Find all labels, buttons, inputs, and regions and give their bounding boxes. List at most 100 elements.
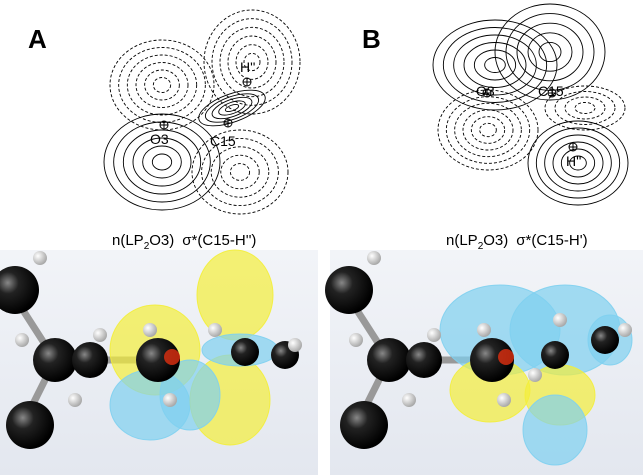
hydrogen bbox=[163, 393, 177, 407]
contour bbox=[564, 96, 606, 120]
contour bbox=[445, 96, 531, 164]
contour bbox=[132, 137, 192, 187]
contour bbox=[204, 93, 260, 123]
hydrogen bbox=[477, 323, 491, 337]
contour bbox=[535, 127, 621, 199]
atom-label: C15 bbox=[538, 83, 564, 99]
nucleus bbox=[548, 89, 556, 97]
hydrogen bbox=[427, 328, 441, 342]
atom-label: H'' bbox=[240, 59, 255, 75]
orbital-lobe bbox=[159, 359, 221, 431]
contour bbox=[453, 34, 537, 96]
contour bbox=[505, 13, 595, 91]
contour-plots bbox=[103, 3, 629, 215]
panel-label: B bbox=[362, 24, 381, 54]
hydrogen bbox=[208, 323, 222, 337]
contour bbox=[191, 129, 289, 215]
contour bbox=[544, 85, 626, 131]
contour bbox=[470, 116, 506, 144]
hydrogen bbox=[402, 393, 416, 407]
carbon bbox=[0, 266, 39, 314]
hydrogen bbox=[288, 338, 302, 352]
hydrogen bbox=[553, 313, 567, 327]
carbon bbox=[591, 326, 619, 354]
hydrogen bbox=[68, 393, 82, 407]
contour bbox=[442, 27, 548, 103]
hydrogen bbox=[618, 323, 632, 337]
contour bbox=[113, 121, 211, 203]
contour bbox=[243, 52, 261, 72]
carbon bbox=[340, 401, 388, 449]
contour bbox=[201, 137, 279, 207]
carbon bbox=[325, 266, 373, 314]
carbon bbox=[470, 338, 514, 382]
contour bbox=[118, 47, 206, 123]
contour bbox=[126, 54, 198, 116]
contour bbox=[220, 154, 260, 190]
oxygen bbox=[164, 349, 180, 365]
nucleus bbox=[483, 89, 491, 97]
contour bbox=[210, 146, 270, 198]
contour bbox=[552, 141, 604, 185]
contour bbox=[203, 9, 301, 115]
hydrogen bbox=[143, 323, 157, 337]
hydrogen bbox=[528, 368, 542, 382]
carbon bbox=[136, 338, 180, 382]
contour bbox=[235, 44, 269, 80]
atom-label: O3 bbox=[476, 83, 495, 99]
atom-label: O3 bbox=[150, 131, 169, 147]
molecule-renders bbox=[0, 249, 633, 466]
contour bbox=[560, 148, 596, 178]
contour bbox=[527, 32, 573, 72]
contour bbox=[211, 18, 293, 106]
contour bbox=[574, 102, 596, 114]
hydrogen bbox=[497, 393, 511, 407]
carbon bbox=[406, 342, 442, 378]
hydrogen bbox=[367, 251, 381, 265]
contour bbox=[494, 3, 606, 101]
contour bbox=[463, 42, 527, 88]
contour bbox=[437, 89, 539, 171]
contour bbox=[144, 69, 180, 101]
contour bbox=[462, 109, 514, 151]
contour bbox=[218, 100, 246, 116]
contour bbox=[152, 77, 172, 93]
caption: n(LP2O3) σ*(C15-H') bbox=[446, 232, 588, 252]
carbon bbox=[231, 338, 259, 366]
contour bbox=[554, 91, 616, 125]
contour bbox=[122, 129, 202, 195]
contour bbox=[211, 96, 253, 120]
contour bbox=[142, 145, 182, 179]
contour bbox=[479, 122, 497, 138]
contour bbox=[198, 89, 266, 127]
carbon bbox=[541, 341, 569, 369]
atom-label: C15 bbox=[210, 133, 236, 149]
nucleus bbox=[569, 143, 577, 151]
hydrogen bbox=[93, 328, 107, 342]
panel-label: A bbox=[28, 24, 47, 54]
carbon bbox=[367, 338, 411, 382]
contour bbox=[454, 102, 522, 158]
oxygen bbox=[498, 349, 514, 365]
contour bbox=[224, 103, 240, 113]
contour bbox=[229, 163, 251, 181]
nucleus bbox=[224, 119, 232, 127]
contour bbox=[484, 57, 506, 73]
contour bbox=[432, 19, 558, 111]
contour bbox=[227, 35, 277, 89]
carbon bbox=[33, 338, 77, 382]
contour bbox=[516, 22, 584, 82]
contour bbox=[103, 113, 221, 211]
orbital-lobe bbox=[196, 249, 274, 341]
contour bbox=[538, 41, 562, 63]
carbon bbox=[6, 401, 54, 449]
contour bbox=[569, 155, 587, 171]
atom-label: H'' bbox=[566, 153, 581, 169]
nucleus bbox=[243, 78, 251, 86]
contour bbox=[151, 153, 173, 171]
hydrogen bbox=[33, 251, 47, 265]
hydrogen bbox=[15, 333, 29, 347]
orbital-lobe bbox=[522, 394, 588, 466]
hydrogen bbox=[349, 333, 363, 347]
